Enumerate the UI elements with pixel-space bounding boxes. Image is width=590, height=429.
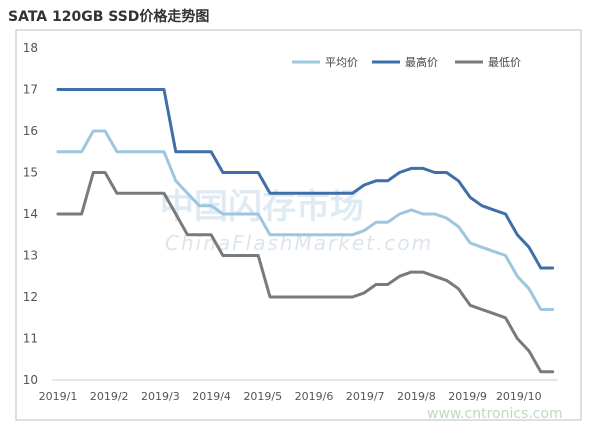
x-tick-label: 2019/1 (39, 390, 78, 403)
plot-frame (15, 29, 582, 421)
watermark-url: www.cntronics.com (427, 406, 563, 422)
y-tick-label: 10 (23, 373, 38, 387)
series-line-high (56, 88, 555, 270)
y-tick-label: 18 (23, 41, 38, 55)
y-axis: 10 11 12 13 14 15 16 17 18 (23, 41, 38, 387)
x-tick-label: 2019/9 (448, 390, 487, 403)
y-tick-label: 12 (23, 290, 38, 304)
legend-label-low: 最低价 (488, 56, 521, 69)
x-tick-label: 2019/7 (346, 390, 385, 403)
y-tick-label: 16 (23, 124, 38, 138)
y-tick-label: 17 (23, 83, 38, 97)
series-line-low (56, 171, 555, 374)
watermark: 中国闪存市场 ChinaFlashMarket.com www.cntronic… (160, 187, 563, 422)
y-tick-label: 11 (23, 332, 38, 346)
x-tick-label: 2019/5 (243, 390, 282, 403)
y-tick-label: 13 (23, 249, 38, 263)
y-tick-label: 15 (23, 166, 38, 180)
legend-label-avg: 平均价 (325, 56, 358, 69)
series-line-avg (56, 129, 555, 311)
y-tick-label: 14 (23, 207, 38, 221)
x-tick-label: 2019/2 (90, 390, 129, 403)
x-tick-label: 2019/10 (496, 390, 542, 403)
x-tick-label: 2019/8 (397, 390, 436, 403)
legend-label-high: 最高价 (405, 55, 438, 69)
x-tick-label: 2019/6 (295, 390, 334, 403)
series-layer (56, 88, 555, 374)
x-tick-label: 2019/3 (141, 390, 180, 403)
x-tick-label: 2019/4 (192, 390, 231, 403)
legend: 平均价 最高价 最低价 (292, 55, 521, 69)
x-axis: 2019/1 2019/2 2019/3 2019/4 2019/5 2019/6 2019… (39, 379, 558, 403)
page-title: SATA 120GB SSD价格走势图 (8, 9, 210, 25)
